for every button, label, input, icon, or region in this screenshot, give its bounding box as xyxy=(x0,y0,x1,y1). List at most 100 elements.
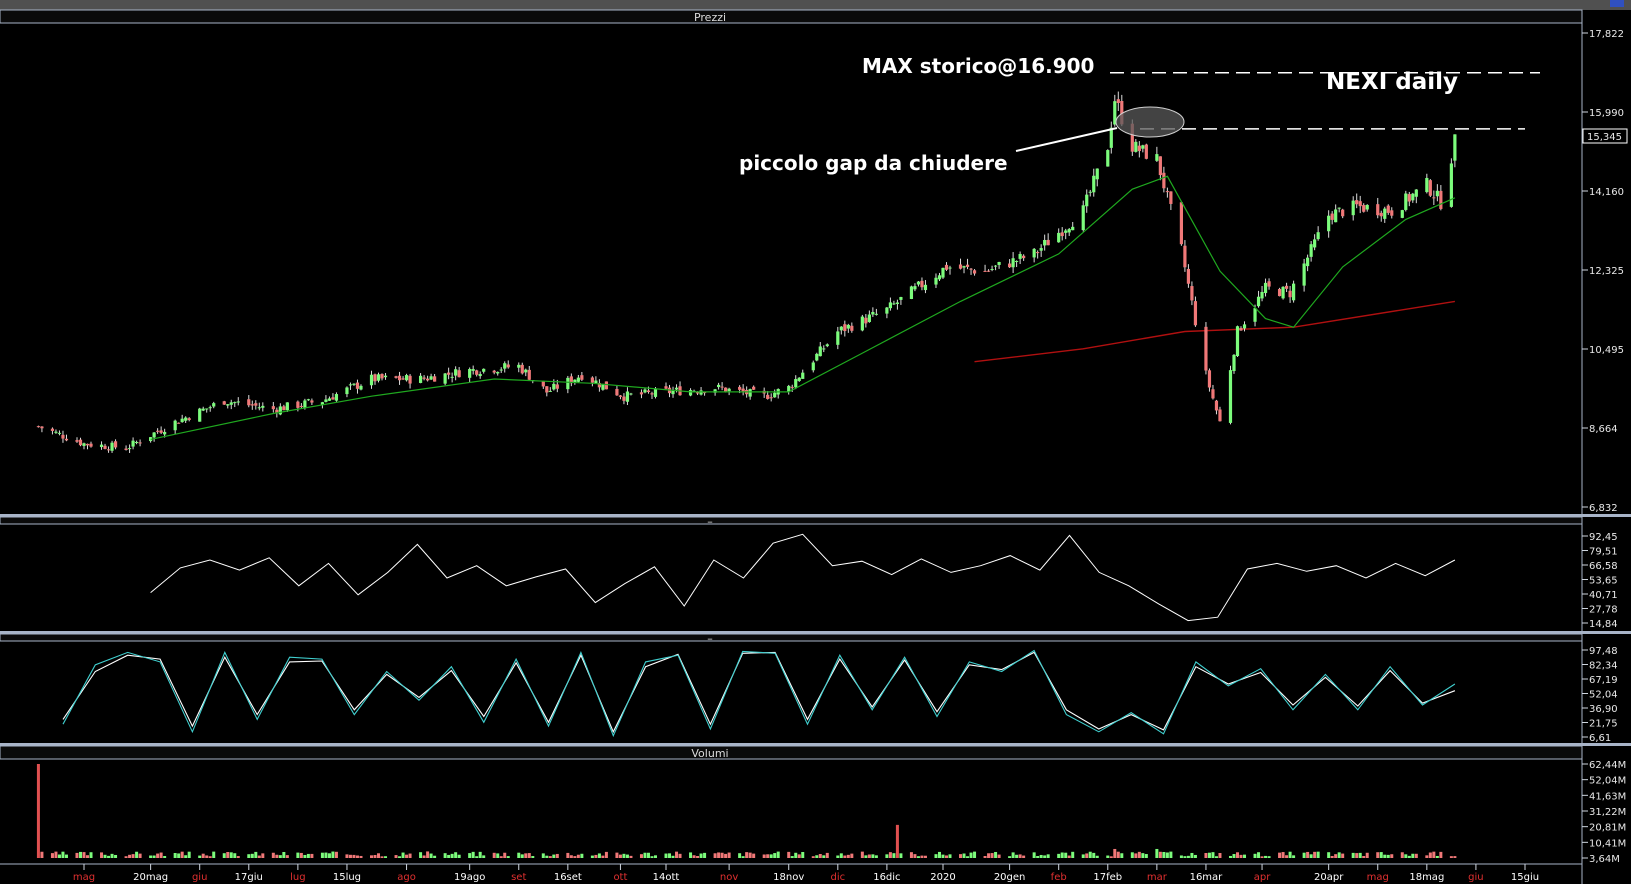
volume-bar xyxy=(1043,855,1047,858)
candle-up xyxy=(748,389,752,397)
candle-up xyxy=(895,302,900,304)
volume-bar xyxy=(1179,855,1183,858)
stoch-axis-tick-label: 97,48 xyxy=(1589,646,1618,657)
candle-up xyxy=(257,407,261,409)
volume-bar xyxy=(994,851,998,858)
volume-bar xyxy=(839,853,843,858)
candle-down xyxy=(222,401,226,405)
candle-down xyxy=(275,409,279,413)
date-label: 15lug xyxy=(333,872,361,883)
volume-bar xyxy=(499,856,503,858)
candle-down xyxy=(282,406,286,411)
volume-bar xyxy=(811,856,815,858)
candle-up xyxy=(1313,239,1317,248)
candle-up xyxy=(180,418,184,423)
candle-down xyxy=(1036,252,1040,254)
volume-bar xyxy=(1162,851,1166,858)
candle-down xyxy=(695,392,700,394)
candle-up xyxy=(997,261,1001,265)
volume-bar xyxy=(506,856,510,858)
candle-up xyxy=(1081,205,1085,231)
rsi-stoch-divider[interactable] xyxy=(0,631,1631,634)
candle-down xyxy=(618,395,623,397)
volume-bar xyxy=(615,852,619,858)
candle-up xyxy=(1449,163,1453,207)
volume-bar xyxy=(801,851,805,858)
candle-down xyxy=(615,388,619,396)
volume-bar xyxy=(527,853,531,858)
volume-bar xyxy=(40,851,44,858)
price-panel-titlebar[interactable] xyxy=(0,9,1583,24)
candle-up xyxy=(163,431,167,435)
candle-up xyxy=(303,400,307,408)
candle-down xyxy=(597,382,601,388)
volume-bar xyxy=(1330,855,1334,858)
volume-bar xyxy=(1425,855,1429,858)
volume-bar xyxy=(646,852,650,858)
volume-bar xyxy=(1386,854,1390,858)
candle-down xyxy=(569,376,573,384)
volume-bar xyxy=(355,855,359,858)
date-label: 20apr xyxy=(1314,872,1344,883)
candle-down xyxy=(1390,210,1394,216)
volume-bar xyxy=(1022,855,1026,858)
volume-bar xyxy=(1204,853,1208,858)
candle-up xyxy=(1404,193,1408,210)
volume-bar xyxy=(89,852,93,858)
rsi-panel-title: – xyxy=(707,515,713,528)
candle-down xyxy=(397,375,402,381)
price-axis-tick-label: 12,325 xyxy=(1589,266,1624,277)
candle-down xyxy=(1284,285,1289,289)
ma-long-series xyxy=(974,300,1456,363)
candle-down xyxy=(1165,191,1169,193)
candle-up xyxy=(1327,215,1331,232)
candle-up xyxy=(345,387,349,395)
volume-bar xyxy=(236,856,240,858)
candle-down xyxy=(355,382,360,389)
stoch-volume-divider[interactable] xyxy=(0,743,1631,746)
candle-up xyxy=(923,284,928,291)
stoch-panel-titlebar[interactable] xyxy=(0,633,1583,642)
volume-bar xyxy=(1193,854,1197,858)
candle-up xyxy=(454,369,458,376)
volume-bar xyxy=(1228,855,1232,858)
candle-down xyxy=(1432,197,1436,199)
candle-down xyxy=(401,378,405,380)
volume-bar xyxy=(818,853,822,858)
candle-up xyxy=(324,399,328,402)
volume-bar xyxy=(738,853,742,858)
volume-bar xyxy=(773,853,777,858)
price-rsi-divider[interactable] xyxy=(0,514,1631,517)
candle-up xyxy=(1141,145,1145,149)
volume-bar xyxy=(1106,855,1110,858)
volume-bar xyxy=(271,852,275,858)
volume-bar xyxy=(1435,855,1439,858)
candle-down xyxy=(944,264,949,270)
candle-down xyxy=(527,369,531,380)
volume-bar xyxy=(1379,852,1383,858)
candle-up xyxy=(1306,257,1310,267)
candle-down xyxy=(1214,400,1219,411)
volume-bar xyxy=(727,852,731,858)
volume-panel-titlebar[interactable] xyxy=(0,745,1583,760)
candle-up xyxy=(205,408,209,410)
candle-down xyxy=(1204,326,1208,371)
volume-bar xyxy=(653,855,657,858)
volume-bar xyxy=(327,853,331,858)
candle-down xyxy=(1379,212,1383,217)
candle-up xyxy=(1260,291,1264,299)
candle-up xyxy=(212,403,216,407)
volume-bar xyxy=(569,855,573,858)
rsi-panel-titlebar[interactable] xyxy=(0,516,1583,525)
volume-bar xyxy=(594,854,598,858)
rsi-axis-tick-label: 53,65 xyxy=(1589,576,1618,587)
volume-bar xyxy=(1095,855,1099,858)
rsi-axis-tick-label: 14,84 xyxy=(1589,619,1618,630)
candle-down xyxy=(1186,268,1191,284)
candle-down xyxy=(1046,239,1050,246)
candle-up xyxy=(383,375,388,378)
candle-up xyxy=(892,303,896,305)
candle-up xyxy=(1263,282,1268,294)
candle-up xyxy=(1253,308,1257,322)
volume-bar xyxy=(180,851,184,858)
